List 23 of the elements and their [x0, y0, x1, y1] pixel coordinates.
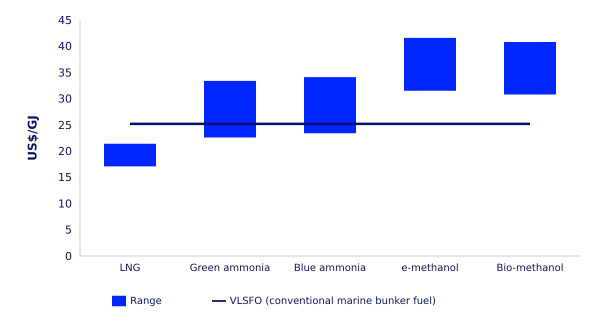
y-tick-label: 10 [58, 197, 72, 210]
y-tick-label: 20 [58, 145, 72, 158]
bar [404, 38, 456, 91]
y-tick-label: 45 [58, 14, 72, 27]
legend-label: VLSFO (conventional marine bunker fuel) [230, 296, 436, 307]
x-tick-label: Bio-methanol [496, 263, 564, 274]
y-tick-label: 5 [65, 224, 72, 237]
x-tick-label: Green ammonia [190, 263, 270, 274]
y-tick-label: 40 [58, 40, 72, 54]
bar [104, 144, 156, 166]
legend-label: Range [130, 296, 162, 307]
y-tick-label: 30 [58, 92, 72, 106]
y-axis-title: US$/GJ [25, 115, 40, 161]
y-tick-label: 15 [58, 171, 72, 184]
bar [204, 80, 256, 138]
y-tick-label: 0 [65, 250, 72, 263]
bar [504, 42, 556, 94]
x-tick-label: Blue ammonia [294, 263, 366, 274]
y-tick-label: 25 [58, 118, 72, 132]
y-tick-label: 35 [58, 66, 72, 80]
x-tick-label: LNG [120, 263, 140, 274]
x-tick-label: e-methanol [401, 263, 459, 274]
bar [304, 77, 356, 134]
